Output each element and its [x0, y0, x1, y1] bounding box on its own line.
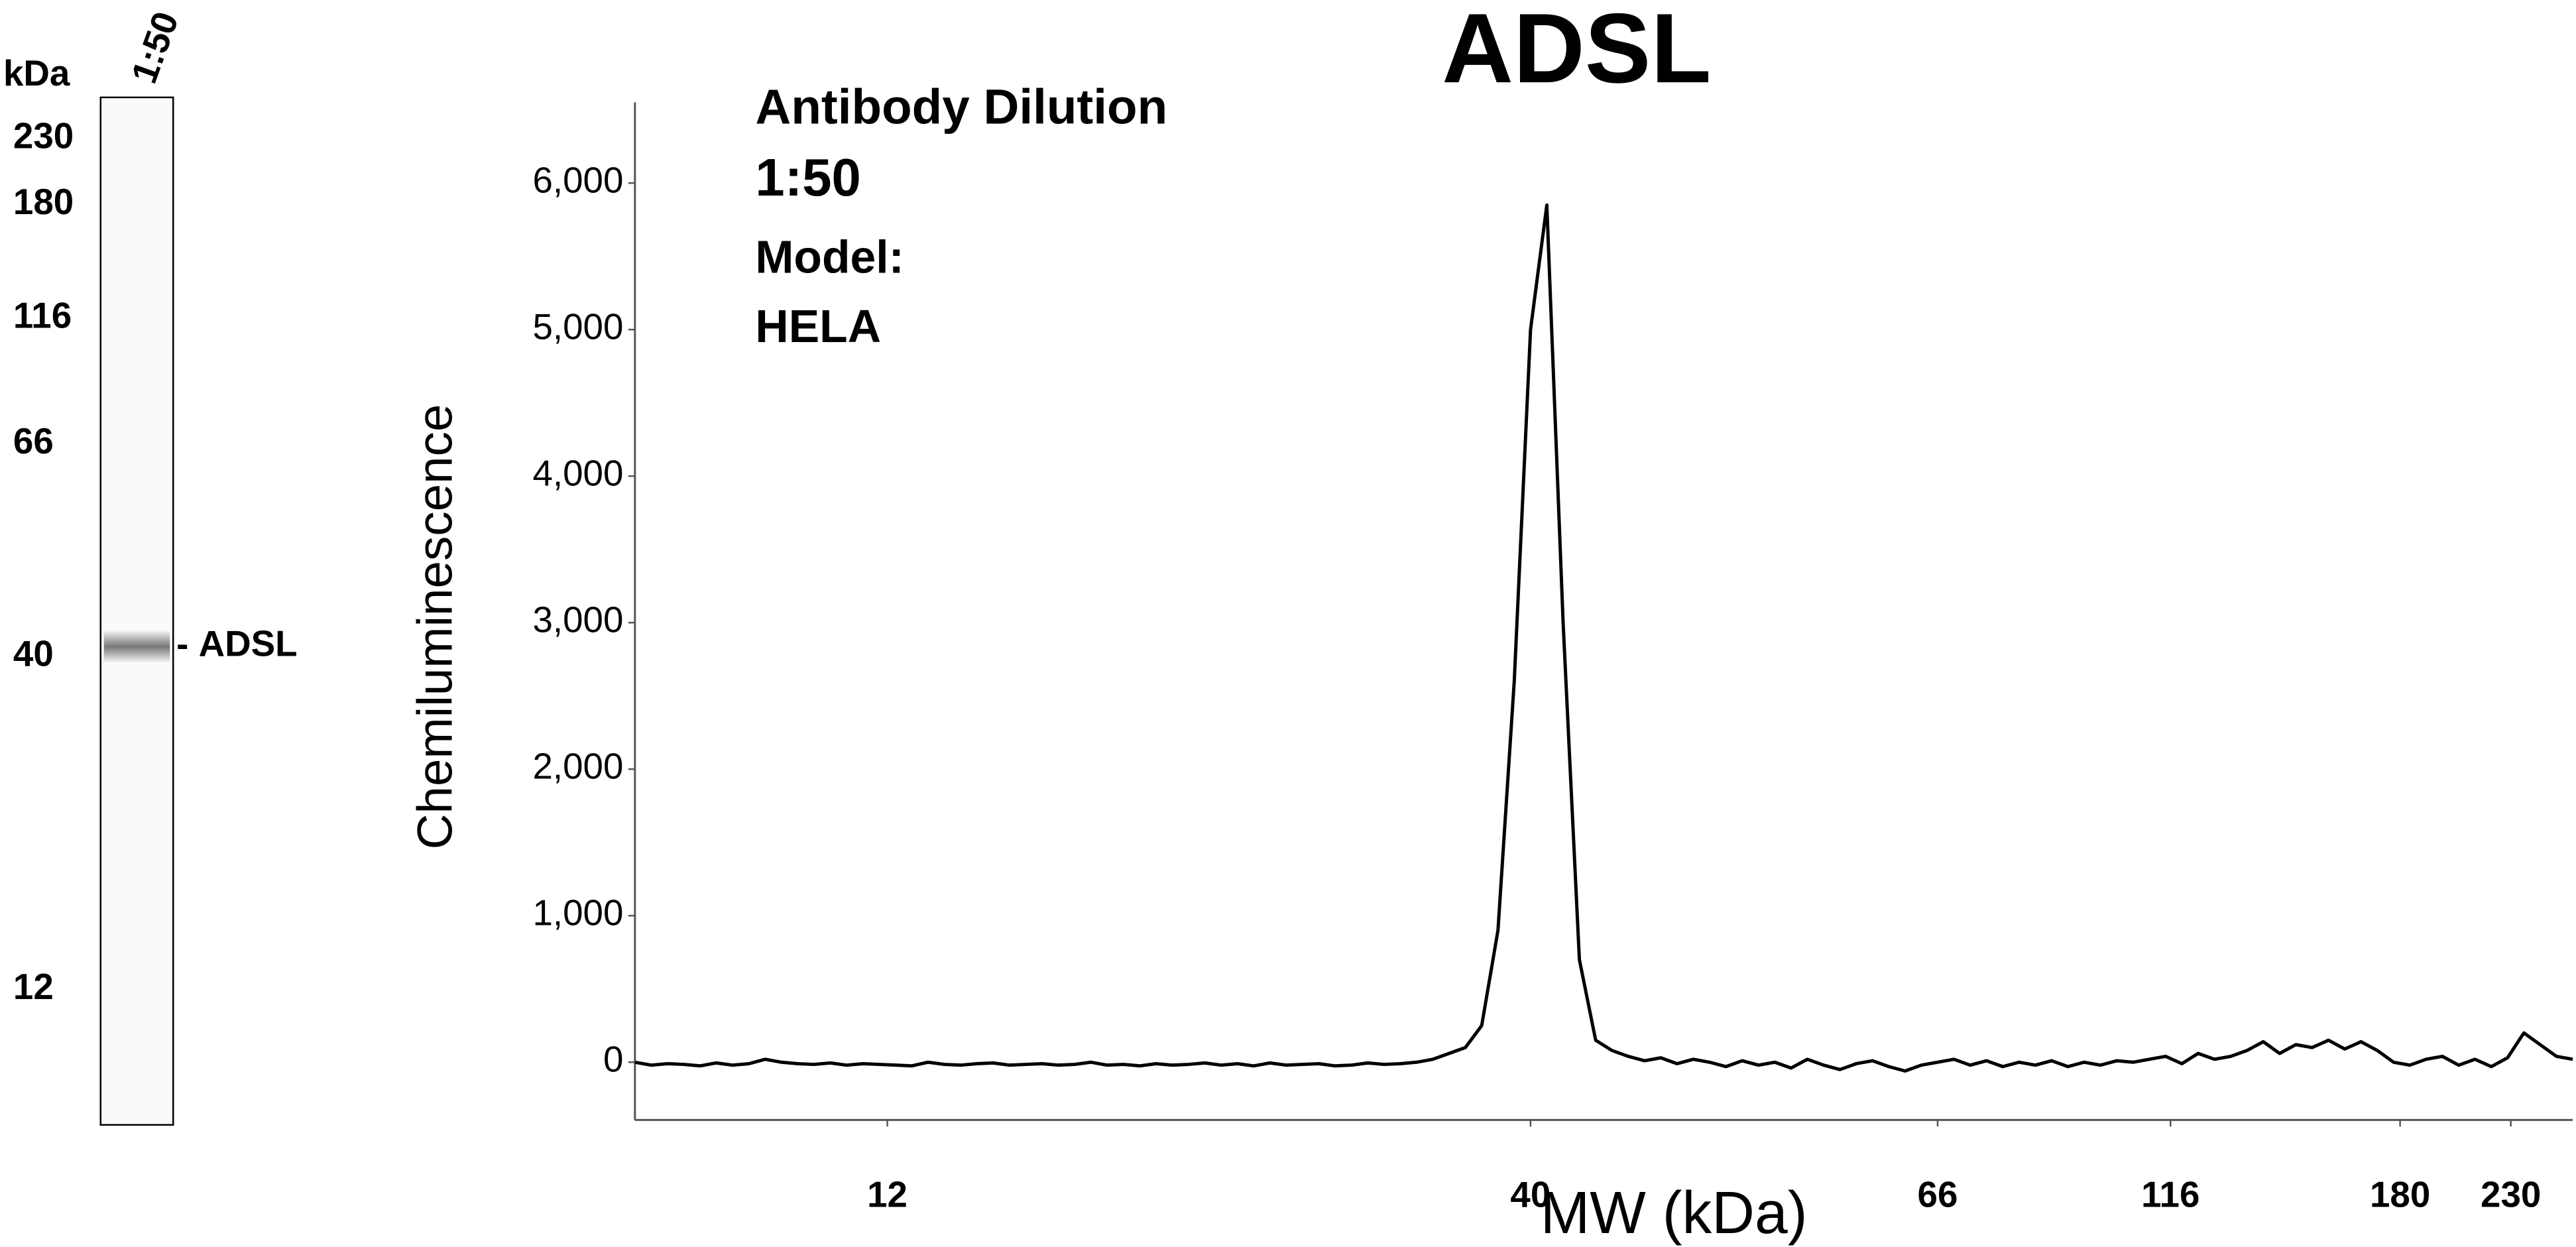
- annotation: HELA: [755, 300, 881, 352]
- y-tick-label: 5,000: [532, 306, 623, 347]
- x-tick-label: 230: [2481, 1174, 2541, 1215]
- y-tick-label: 3,000: [532, 599, 623, 640]
- band-label: - ADSL: [176, 623, 297, 664]
- y-tick-label: 4,000: [532, 453, 623, 494]
- blot-unit: kDa: [3, 52, 70, 93]
- annotation: Antibody Dilution: [755, 79, 1167, 135]
- marker-label: 66: [13, 420, 54, 461]
- trace: [634, 203, 2573, 1073]
- y-axis-label: Chemiluminescence: [406, 404, 462, 850]
- band-name: ADSL: [199, 623, 298, 664]
- y-tick-label: 0: [603, 1039, 623, 1080]
- annotation: 1:50: [755, 148, 860, 207]
- x-tick-label: 180: [2370, 1174, 2430, 1215]
- x-tick-label: 40: [1510, 1174, 1551, 1215]
- marker-label: 230: [13, 115, 74, 156]
- y-tick-label: 1,000: [532, 892, 623, 933]
- marker-label: 40: [13, 633, 54, 674]
- y-tick-label: 6,000: [532, 160, 623, 201]
- marker-label: 116: [13, 295, 72, 336]
- lane-label: 1:50: [123, 6, 187, 88]
- x-tick-label: 116: [2141, 1174, 2199, 1215]
- x-tick-label: 66: [1918, 1174, 1958, 1215]
- marker-label: 12: [13, 966, 54, 1007]
- annotation: Model:: [755, 231, 904, 283]
- chart-title: ADSL: [1442, 0, 1711, 103]
- blot-band: [103, 630, 170, 664]
- y-tick-label: 2,000: [532, 746, 623, 787]
- blot-lane: [99, 96, 174, 1126]
- x-axis-label: MW (kDa): [1541, 1179, 1808, 1246]
- marker-label: 180: [13, 181, 74, 222]
- x-tick-label: 12: [867, 1174, 907, 1215]
